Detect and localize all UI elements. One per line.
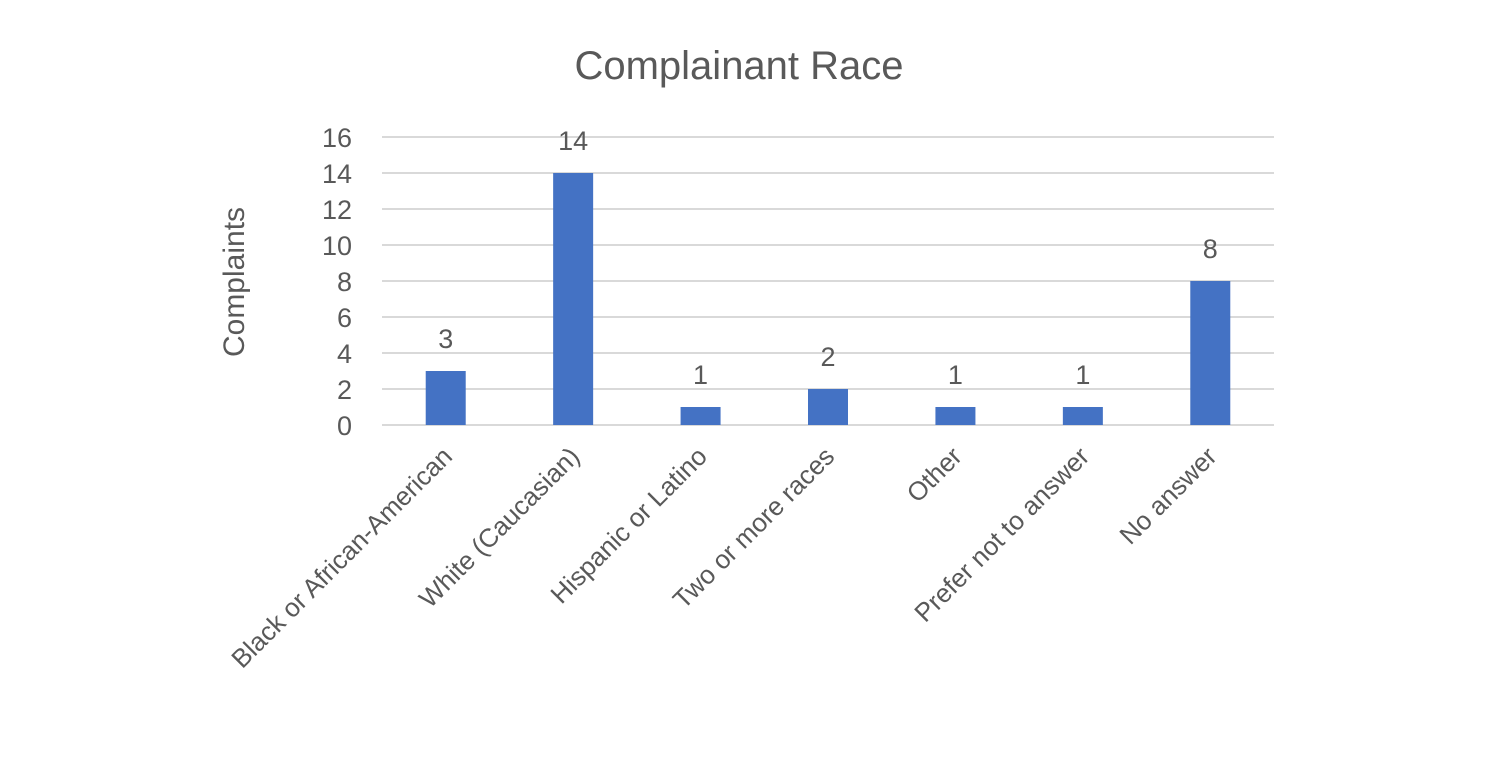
data-labels: 3 14 1 2 1 1 8 bbox=[438, 126, 1218, 390]
y-tick-label: 0 bbox=[337, 411, 352, 441]
data-label: 14 bbox=[558, 126, 588, 156]
data-label: 8 bbox=[1203, 234, 1218, 264]
y-tick-label: 4 bbox=[337, 339, 352, 369]
bar bbox=[808, 389, 848, 425]
y-tick-label: 8 bbox=[337, 267, 352, 297]
bar bbox=[1062, 407, 1103, 425]
bar bbox=[1190, 281, 1231, 425]
x-tick-label: Other bbox=[900, 441, 967, 508]
y-axis-label: Complaints bbox=[218, 207, 251, 357]
y-tick-label: 16 bbox=[322, 123, 352, 153]
data-label: 2 bbox=[820, 342, 835, 372]
x-tick-label: No answer bbox=[1113, 441, 1222, 550]
data-label: 1 bbox=[948, 360, 963, 390]
y-tick-label: 12 bbox=[322, 195, 352, 225]
gridlines bbox=[382, 136, 1274, 426]
bar bbox=[935, 407, 976, 425]
bar bbox=[553, 173, 594, 425]
chart-title: Complainant Race bbox=[574, 44, 903, 88]
bar bbox=[680, 407, 721, 425]
data-label: 3 bbox=[438, 324, 453, 354]
y-tick-label: 6 bbox=[337, 303, 352, 333]
y-tick-label: 10 bbox=[322, 231, 352, 261]
y-tick-label: 14 bbox=[322, 159, 352, 189]
data-label: 1 bbox=[693, 360, 708, 390]
data-label: 1 bbox=[1075, 360, 1090, 390]
y-tick-label: 2 bbox=[337, 375, 352, 405]
bars bbox=[425, 173, 1231, 425]
bar bbox=[425, 371, 466, 425]
y-axis-ticks: 0 2 4 6 8 10 12 14 16 bbox=[322, 123, 352, 441]
x-tick-label: Black or African-American bbox=[225, 441, 458, 674]
